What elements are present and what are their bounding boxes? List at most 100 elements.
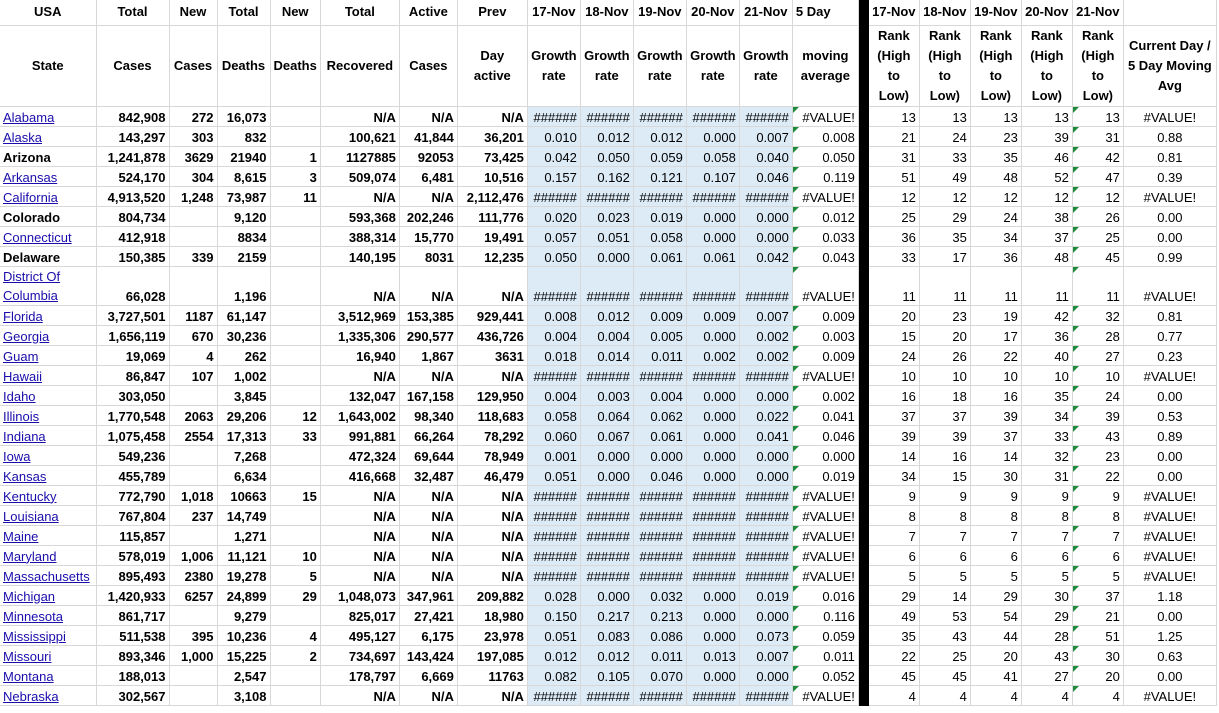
- data-cell[interactable]: 0.050: [792, 146, 859, 167]
- data-cell[interactable]: 34: [970, 226, 1022, 247]
- data-cell[interactable]: 0.000: [739, 465, 793, 486]
- data-cell[interactable]: 37: [919, 405, 971, 426]
- data-cell[interactable]: 388,314: [320, 226, 400, 247]
- data-cell[interactable]: [270, 385, 321, 406]
- data-cell[interactable]: 25: [919, 645, 971, 666]
- data-cell[interactable]: 0.000: [739, 605, 793, 626]
- state-link[interactable]: Idaho: [3, 388, 36, 404]
- state-cell[interactable]: Iowa: [0, 445, 97, 466]
- data-cell[interactable]: 35: [919, 226, 971, 247]
- data-cell[interactable]: 0.009: [792, 345, 859, 366]
- header2-cell[interactable]: Rank (High to Low): [1072, 25, 1124, 107]
- data-cell[interactable]: 593,368: [320, 206, 400, 227]
- data-cell[interactable]: 0.157: [527, 166, 581, 187]
- data-cell[interactable]: 43: [919, 625, 971, 646]
- data-cell[interactable]: 0.064: [580, 405, 634, 426]
- data-cell[interactable]: 36: [1021, 325, 1073, 346]
- state-link[interactable]: Maine: [3, 528, 39, 544]
- data-cell[interactable]: 1187: [169, 305, 218, 326]
- state-link[interactable]: Connecticut: [3, 229, 72, 245]
- header1-cell[interactable]: 5 Day: [792, 0, 859, 26]
- data-cell[interactable]: 9: [919, 485, 971, 506]
- data-cell[interactable]: 0.022: [739, 405, 793, 426]
- data-cell[interactable]: 33: [1021, 425, 1073, 446]
- data-cell[interactable]: 21: [1072, 605, 1124, 626]
- data-cell[interactable]: 8,615: [217, 166, 271, 187]
- data-cell[interactable]: 73,987: [217, 186, 271, 207]
- data-cell[interactable]: 0.004: [527, 325, 581, 346]
- data-cell[interactable]: 2,112,476: [457, 186, 528, 207]
- state-cell[interactable]: Michigan: [0, 585, 97, 606]
- data-cell[interactable]: N/A: [320, 365, 400, 386]
- data-cell[interactable]: 509,074: [320, 166, 400, 187]
- header2-cell[interactable]: Cases: [399, 25, 458, 107]
- data-cell[interactable]: ######: [527, 266, 581, 306]
- data-cell[interactable]: #VALUE!: [792, 505, 859, 526]
- data-cell[interactable]: ######: [686, 186, 740, 207]
- data-cell[interactable]: #VALUE!: [792, 106, 859, 127]
- data-cell[interactable]: 0.121: [633, 166, 687, 187]
- header2-cell[interactable]: Day active: [457, 25, 528, 107]
- data-cell[interactable]: ######: [739, 525, 793, 546]
- data-cell[interactable]: 19,069: [96, 345, 170, 366]
- data-cell[interactable]: 0.007: [739, 645, 793, 666]
- data-cell[interactable]: 0.000: [739, 665, 793, 686]
- data-cell[interactable]: ######: [686, 365, 740, 386]
- data-cell[interactable]: 42: [1072, 146, 1124, 167]
- data-cell[interactable]: 0.000: [633, 445, 687, 466]
- data-cell[interactable]: 825,017: [320, 605, 400, 626]
- data-cell[interactable]: 24: [868, 345, 920, 366]
- data-cell[interactable]: #VALUE!: [792, 685, 859, 706]
- data-cell[interactable]: 49: [868, 605, 920, 626]
- data-cell[interactable]: 0.013: [686, 645, 740, 666]
- data-cell[interactable]: ######: [633, 565, 687, 586]
- data-cell[interactable]: 0.046: [792, 425, 859, 446]
- data-cell[interactable]: 6257: [169, 585, 218, 606]
- data-cell[interactable]: ######: [527, 106, 581, 127]
- data-cell[interactable]: 44: [970, 625, 1022, 646]
- data-cell[interactable]: 1,248: [169, 186, 218, 207]
- data-cell[interactable]: 9: [1021, 485, 1073, 506]
- data-cell[interactable]: N/A: [320, 266, 400, 306]
- data-cell[interactable]: 10,236: [217, 625, 271, 646]
- data-cell[interactable]: 895,493: [96, 565, 170, 586]
- data-cell[interactable]: 0.000: [686, 465, 740, 486]
- state-link[interactable]: Guam: [3, 348, 39, 364]
- data-cell[interactable]: 33: [868, 246, 920, 267]
- data-cell[interactable]: 43: [1021, 645, 1073, 666]
- data-cell[interactable]: 21940: [217, 146, 271, 167]
- data-cell[interactable]: #VALUE!: [1123, 266, 1217, 306]
- data-cell[interactable]: 18: [919, 385, 971, 406]
- data-cell[interactable]: 0.003: [792, 325, 859, 346]
- data-cell[interactable]: ######: [633, 545, 687, 566]
- data-cell[interactable]: 20: [868, 305, 920, 326]
- header2-cell[interactable]: Growth rate: [633, 25, 687, 107]
- data-cell[interactable]: 302,567: [96, 685, 170, 706]
- data-cell[interactable]: 8: [919, 505, 971, 526]
- data-cell[interactable]: 0.061: [686, 246, 740, 267]
- data-cell[interactable]: 0.019: [792, 465, 859, 486]
- state-link[interactable]: Indiana: [3, 428, 46, 444]
- data-cell[interactable]: 1127885: [320, 146, 400, 167]
- data-cell[interactable]: 8031: [399, 246, 458, 267]
- data-cell[interactable]: 0.011: [633, 345, 687, 366]
- header1-cell[interactable]: [1123, 0, 1217, 26]
- data-cell[interactable]: 16,940: [320, 345, 400, 366]
- data-cell[interactable]: 92053: [399, 146, 458, 167]
- data-cell[interactable]: 61,147: [217, 305, 271, 326]
- data-cell[interactable]: 0.39: [1123, 166, 1217, 187]
- state-link[interactable]: Montana: [3, 668, 54, 684]
- data-cell[interactable]: 290,577: [399, 325, 458, 346]
- data-cell[interactable]: 0.003: [580, 385, 634, 406]
- data-cell[interactable]: N/A: [320, 106, 400, 127]
- data-cell[interactable]: 0.000: [686, 226, 740, 247]
- data-cell[interactable]: 0.046: [739, 166, 793, 187]
- data-cell[interactable]: 10: [868, 365, 920, 386]
- data-cell[interactable]: 48: [1021, 246, 1073, 267]
- data-cell[interactable]: 10: [919, 365, 971, 386]
- data-cell[interactable]: 37: [1021, 226, 1073, 247]
- data-cell[interactable]: 22: [1072, 465, 1124, 486]
- state-link[interactable]: Louisiana: [3, 508, 59, 524]
- data-cell[interactable]: N/A: [399, 485, 458, 506]
- data-cell[interactable]: 15: [919, 465, 971, 486]
